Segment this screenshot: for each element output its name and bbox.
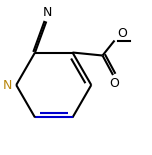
Text: N: N (3, 78, 12, 91)
Text: O: O (117, 27, 127, 40)
Text: N: N (43, 6, 52, 19)
Text: O: O (110, 77, 119, 90)
